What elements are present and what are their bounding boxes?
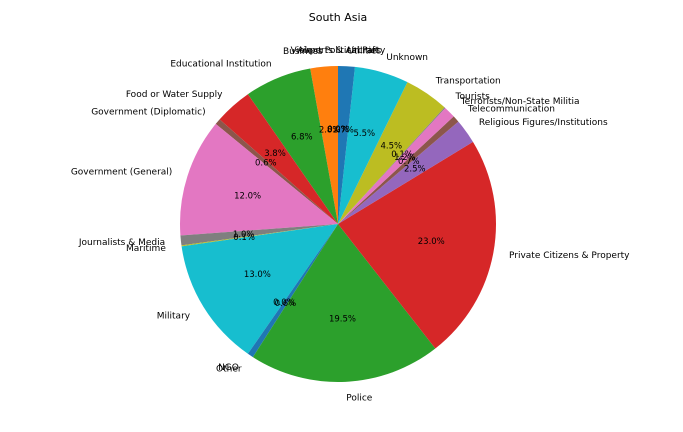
pct-label-tourists: 0.1% bbox=[391, 150, 413, 160]
pct-label-police: 19.5% bbox=[329, 315, 356, 325]
slice-label-private-citizens-property: Private Citizens & Property bbox=[509, 251, 630, 261]
slice-label-other: Other bbox=[216, 365, 242, 375]
slice-label-maritime: Maritime bbox=[126, 244, 166, 254]
pct-label-educational-institution: 6.8% bbox=[291, 132, 313, 142]
pct-label-other: 0.6% bbox=[275, 299, 297, 309]
slice-label-government-general: Government (General) bbox=[71, 168, 172, 178]
pct-label-violent-political-party: 0.0% bbox=[327, 125, 349, 135]
slice-label-unknown: Unknown bbox=[386, 53, 428, 63]
pct-label-unknown: 5.5% bbox=[354, 129, 376, 139]
slice-label-violent-political-party: Violent Political Party bbox=[291, 46, 386, 56]
pct-label-military: 13.0% bbox=[244, 270, 271, 280]
slice-label-tourists: Tourists bbox=[455, 92, 491, 102]
slice-label-food-or-water-supply: Food or Water Supply bbox=[126, 90, 223, 100]
pie-slices bbox=[180, 66, 496, 382]
slice-label-government-diplomatic: Government (Diplomatic) bbox=[91, 107, 205, 117]
chart-title: South Asia bbox=[309, 11, 368, 24]
slice-label-military: Military bbox=[157, 311, 191, 321]
slice-label-police: Police bbox=[346, 394, 373, 404]
pct-label-transportation: 4.5% bbox=[381, 142, 403, 152]
pct-label-government-diplomatic: 0.6% bbox=[255, 159, 277, 169]
slice-label-educational-institution: Educational Institution bbox=[170, 59, 271, 69]
pct-label-private-citizens-property: 23.0% bbox=[418, 237, 445, 247]
slice-label-religious-figures-institutions: Religious Figures/Institutions bbox=[479, 118, 608, 128]
pct-label-government-general: 12.0% bbox=[234, 191, 261, 201]
slice-label-transportation: Transportation bbox=[435, 76, 501, 86]
pct-label-maritime: 0.1% bbox=[233, 233, 255, 243]
